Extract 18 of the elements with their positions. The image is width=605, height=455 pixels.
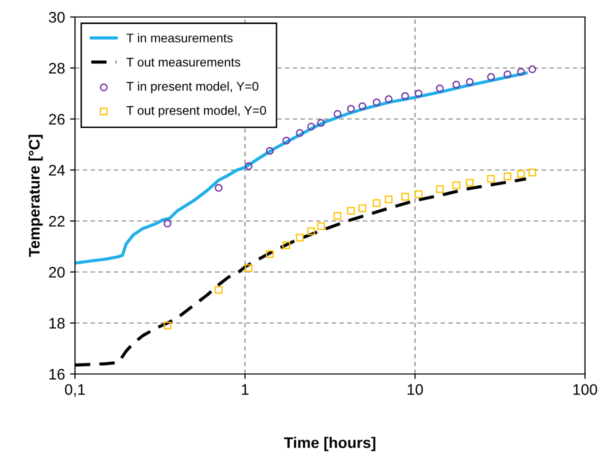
x-tick-label: 10 [408,384,423,395]
y-tick-label: 20 [49,266,65,278]
x-axis-title: Time [hours] [284,436,376,452]
x-tick-label: 1 [242,384,249,395]
y-tick-label: 22 [49,216,65,227]
y-tick-label: 18 [49,318,65,329]
legend-label: T out present model, Y=0 [126,106,266,118]
legend-label: T in measurements [126,33,233,42]
y-axis-title: Temperature [°C] [28,134,43,257]
legend-label: T out measurements [126,58,240,67]
x-tick-label: 0,1 [64,384,85,397]
y-tick-label: 26 [49,114,65,125]
legend-label: T in present model, Y=0 [126,82,258,94]
y-tick-label: 16 [49,368,65,380]
x-tick-label: 100 [573,384,598,395]
y-tick-label: 24 [49,164,65,176]
y-tick-label: 28 [49,62,65,74]
y-tick-label: 30 [48,12,65,23]
